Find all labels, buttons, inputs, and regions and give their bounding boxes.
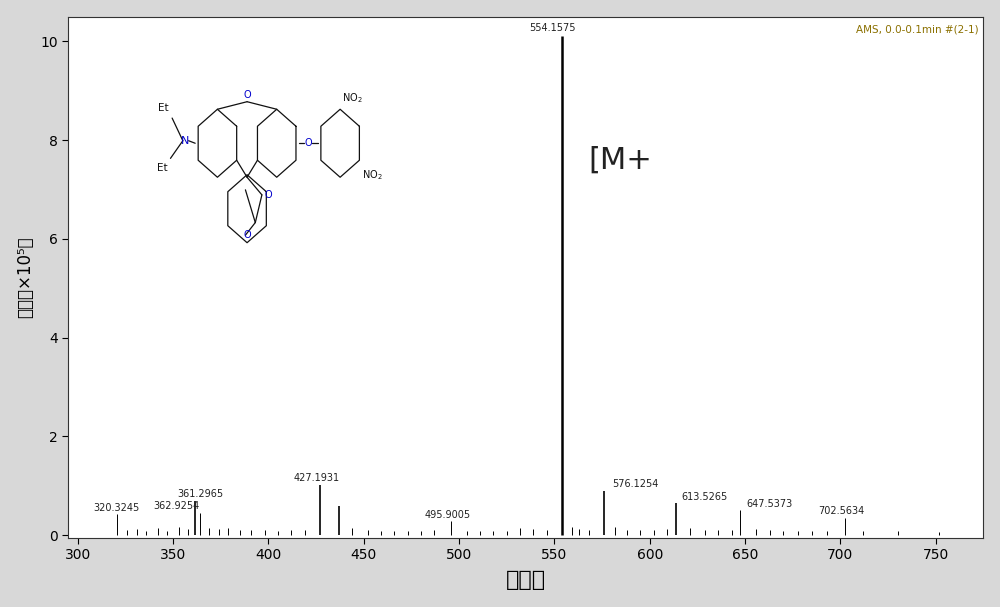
Text: 613.5265: 613.5265 bbox=[681, 492, 727, 501]
Text: 361.2965: 361.2965 bbox=[177, 489, 223, 499]
Y-axis label: 强度（×10⁵）: 强度（×10⁵） bbox=[17, 236, 35, 318]
Text: 647.5373: 647.5373 bbox=[746, 499, 792, 509]
Text: AMS, 0.0-0.1min #(2-1): AMS, 0.0-0.1min #(2-1) bbox=[856, 24, 979, 35]
Text: 495.9005: 495.9005 bbox=[424, 510, 471, 520]
Text: 576.1254: 576.1254 bbox=[612, 479, 658, 489]
Text: 320.3245: 320.3245 bbox=[93, 503, 140, 513]
Text: [M+: [M+ bbox=[589, 146, 653, 175]
Text: 427.1931: 427.1931 bbox=[293, 473, 340, 483]
Text: 554.1575: 554.1575 bbox=[530, 24, 576, 33]
Text: 362.9254: 362.9254 bbox=[154, 501, 200, 512]
Text: 702.5634: 702.5634 bbox=[818, 506, 865, 517]
X-axis label: 质荷比: 质荷比 bbox=[506, 571, 546, 591]
